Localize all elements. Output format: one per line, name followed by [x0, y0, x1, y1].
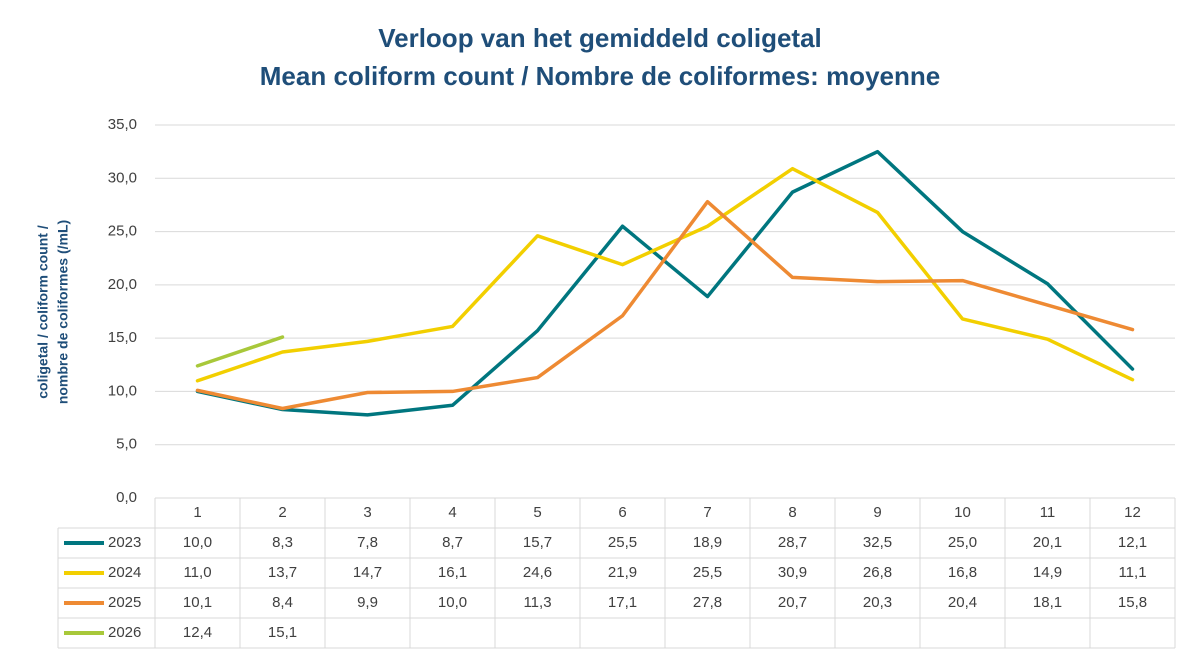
- data-table-value: 7,8: [357, 534, 378, 551]
- y-tick-label: 35,0: [108, 116, 137, 133]
- data-table-value: 11,1: [1118, 564, 1146, 581]
- x-tick-label: 2: [278, 504, 286, 521]
- data-table-value: 18,1: [1033, 594, 1062, 611]
- y-tick-label: 20,0: [108, 276, 137, 293]
- data-table-value: 26,8: [863, 564, 892, 581]
- data-table-value: 15,1: [268, 624, 297, 641]
- x-tick-label: 9: [873, 504, 881, 521]
- data-table-value: 27,8: [693, 594, 722, 611]
- x-tick-label: 10: [954, 504, 971, 521]
- series-line: [195, 199, 1135, 411]
- chart-title: Verloop van het gemiddeld coligetal: [378, 23, 822, 53]
- data-table-value: 12,1: [1118, 534, 1147, 551]
- data-table-value: 25,5: [693, 564, 722, 581]
- data-table-value: 11,0: [183, 564, 211, 581]
- x-tick-label: 7: [703, 504, 711, 521]
- x-tick-label: 8: [788, 504, 796, 521]
- x-tick-label: 1: [193, 504, 201, 521]
- data-table-value: 25,0: [948, 534, 977, 551]
- data-table-value: 16,1: [438, 564, 467, 581]
- data-table-value: 12,4: [183, 624, 212, 641]
- y-tick-label: 25,0: [108, 223, 137, 240]
- x-tick-label: 6: [618, 504, 626, 521]
- data-table-value: 8,4: [272, 594, 293, 611]
- y-tick-label: 5,0: [116, 436, 137, 453]
- data-table-value: 15,7: [523, 534, 552, 551]
- data-table-value: 8,7: [442, 534, 463, 551]
- data-table-value: 14,7: [353, 564, 382, 581]
- series-line: [195, 166, 1135, 383]
- data-table-value: 20,3: [863, 594, 892, 611]
- data-table-value: 24,6: [523, 564, 552, 581]
- series-line: [195, 149, 1135, 417]
- data-table-value: 28,7: [778, 534, 807, 551]
- data-table-value: 21,9: [608, 564, 637, 581]
- data-table-value: 8,3: [272, 534, 293, 551]
- y-axis-label: nombre de coliformes (/mL): [55, 220, 71, 404]
- data-table-value: 10,1: [183, 594, 212, 611]
- x-tick-label: 3: [363, 504, 371, 521]
- data-table-value: 11,3: [523, 594, 551, 611]
- data-table-value: 20,1: [1033, 534, 1062, 551]
- legend-label: 2023: [108, 534, 141, 551]
- data-table-value: 10,0: [183, 534, 212, 551]
- x-tick-label: 12: [1124, 504, 1141, 521]
- y-tick-label: 30,0: [108, 169, 137, 186]
- data-table-value: 17,1: [608, 594, 637, 611]
- data-table-value: 30,9: [778, 564, 807, 581]
- data-table-value: 25,5: [608, 534, 637, 551]
- y-tick-label: 15,0: [108, 329, 137, 346]
- data-table-value: 32,5: [863, 534, 892, 551]
- x-tick-label: 4: [448, 504, 456, 521]
- data-table-value: 20,7: [778, 594, 807, 611]
- data-table-value: 15,8: [1118, 594, 1147, 611]
- y-axis-label: coligetal / coliform count /: [35, 225, 51, 399]
- legend-label: 2026: [108, 624, 141, 641]
- series-line: [195, 335, 285, 368]
- data-table-value: 20,4: [948, 594, 977, 611]
- legend-label: 2024: [108, 564, 141, 581]
- legend-label: 2025: [108, 594, 141, 611]
- x-tick-label: 5: [533, 504, 541, 521]
- data-table-value: 10,0: [438, 594, 467, 611]
- data-table-value: 14,9: [1033, 564, 1062, 581]
- y-tick-label: 10,0: [108, 382, 137, 399]
- data-table-value: 13,7: [268, 564, 297, 581]
- data-table-value: 9,9: [357, 594, 378, 611]
- data-table-value: 18,9: [693, 534, 722, 551]
- x-tick-label: 11: [1040, 504, 1056, 521]
- chart-subtitle: Mean coliform count / Nombre de coliform…: [260, 61, 940, 91]
- data-table-value: 16,8: [948, 564, 977, 581]
- y-tick-label: 0,0: [116, 489, 137, 506]
